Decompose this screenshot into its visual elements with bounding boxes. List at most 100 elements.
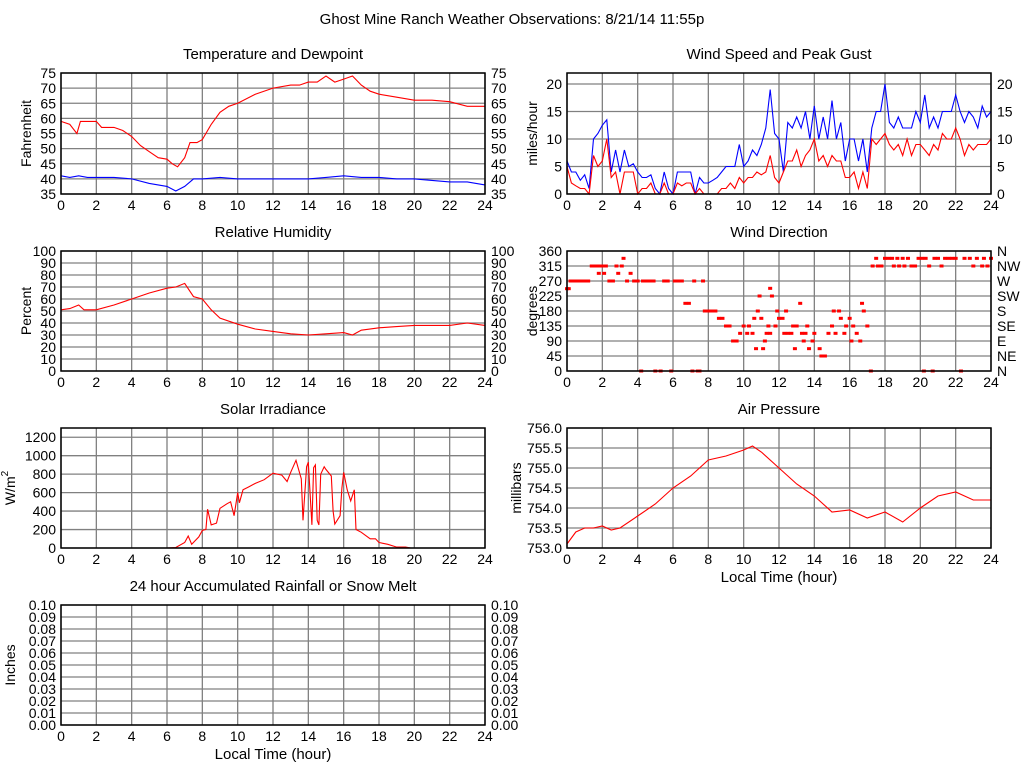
data-point — [600, 264, 605, 268]
x-tick-label: 16 — [336, 551, 352, 567]
data-point — [833, 331, 838, 335]
data-point — [913, 264, 918, 268]
data-point — [651, 279, 656, 283]
right-y-tick-label: 0.01 — [491, 705, 518, 721]
data-point — [830, 324, 834, 328]
data-point — [971, 264, 976, 268]
x-tick-label: 24 — [983, 551, 999, 567]
data-point — [566, 287, 571, 291]
data-point — [932, 256, 937, 260]
x-tick-label: 22 — [442, 551, 458, 567]
data-point — [727, 324, 732, 328]
data-point — [967, 256, 972, 260]
data-point — [752, 316, 757, 320]
x-tick-label: 4 — [128, 197, 136, 213]
data-point — [607, 279, 612, 283]
y-tick-label: 600 — [33, 485, 57, 501]
x-tick-label: 18 — [877, 374, 893, 390]
data-point — [844, 324, 849, 328]
y-tick-label: 400 — [33, 503, 57, 519]
x-tick-label: 14 — [301, 197, 317, 213]
right-y-tick-label: 90 — [491, 255, 507, 271]
x-tick-label: 2 — [92, 197, 100, 213]
chart-title: Solar Irradiance — [220, 401, 326, 418]
y-tick-label: 0.10 — [29, 597, 56, 613]
data-point — [874, 256, 879, 260]
y-axis-label: millibars — [508, 462, 524, 513]
right-y-tick-label: 0.10 — [491, 597, 518, 613]
data-point — [842, 331, 847, 335]
y-tick-label: 30 — [40, 327, 56, 343]
data-point — [891, 264, 896, 268]
data-point — [879, 264, 884, 268]
y-tick-label: 0.06 — [29, 645, 56, 661]
right-y-tick-label: 35 — [491, 186, 507, 202]
data-point — [927, 264, 932, 268]
y-tick-label: 45 — [546, 348, 562, 364]
data-point — [985, 264, 990, 268]
x-tick-label: 22 — [948, 197, 964, 213]
y-tick-label: 10 — [40, 351, 56, 367]
right-y-tick-label: 5 — [997, 159, 1005, 175]
y-tick-label: 755.0 — [527, 460, 562, 476]
x-tick-label: 16 — [842, 374, 858, 390]
x-tick-label: 20 — [407, 728, 423, 744]
data-point — [665, 279, 670, 283]
data-point — [838, 316, 843, 320]
y-tick-label: 225 — [539, 288, 563, 304]
right-y-tick-label: 50 — [491, 303, 507, 319]
series-line-0 — [60, 75, 485, 168]
x-tick-label: 10 — [736, 551, 752, 567]
data-point — [610, 279, 615, 283]
y-tick-label: 70 — [40, 279, 56, 295]
x-tick-label: 2 — [92, 728, 100, 744]
y-tick-label: 5 — [554, 159, 562, 175]
data-point — [981, 256, 986, 260]
data-point — [936, 256, 940, 260]
data-point — [692, 279, 697, 283]
y-tick-label: 10 — [546, 131, 562, 147]
data-point — [819, 354, 824, 358]
data-point — [769, 294, 774, 298]
right-y-tick-label: 0.09 — [491, 609, 518, 625]
y-tick-label: 65 — [40, 95, 56, 111]
y-tick-label: 0.05 — [29, 657, 56, 673]
plot-frame — [566, 72, 992, 195]
right-y-tick-label: 0 — [997, 186, 1005, 202]
data-point — [858, 339, 863, 343]
data-point — [686, 301, 691, 305]
chart-title: Wind Speed and Peak Gust — [686, 46, 872, 63]
x-tick-label: 6 — [163, 197, 171, 213]
chart-title: Wind Direction — [730, 224, 828, 241]
data-point — [713, 309, 718, 313]
data-point — [822, 354, 827, 358]
data-point — [895, 256, 900, 260]
right-y-tick-label: 15 — [997, 104, 1013, 120]
x-tick-label: 6 — [163, 728, 171, 744]
x-tick-label: 20 — [407, 197, 423, 213]
data-point — [764, 331, 769, 335]
data-point — [785, 331, 790, 335]
plot-frame — [60, 604, 486, 726]
y-tick-label: 40 — [40, 315, 56, 331]
y-tick-label: 0 — [48, 540, 56, 556]
right-y-tick-label: 0.03 — [491, 681, 518, 697]
x-tick-label: 6 — [163, 374, 171, 390]
chart-title: Relative Humidity — [215, 224, 332, 241]
y-tick-label: 0.08 — [29, 621, 56, 637]
y-axis-label: Inches — [2, 644, 18, 685]
x-tick-label: 4 — [128, 728, 136, 744]
data-point — [709, 309, 714, 313]
x-tick-label: 22 — [442, 197, 458, 213]
data-point — [738, 331, 743, 335]
data-point — [768, 286, 773, 290]
data-point — [662, 279, 667, 283]
plot-frame — [60, 427, 486, 549]
data-point — [784, 309, 789, 313]
data-point — [706, 309, 711, 313]
data-point — [625, 279, 630, 283]
y-tick-label: 135 — [539, 318, 563, 334]
data-point — [716, 316, 721, 320]
